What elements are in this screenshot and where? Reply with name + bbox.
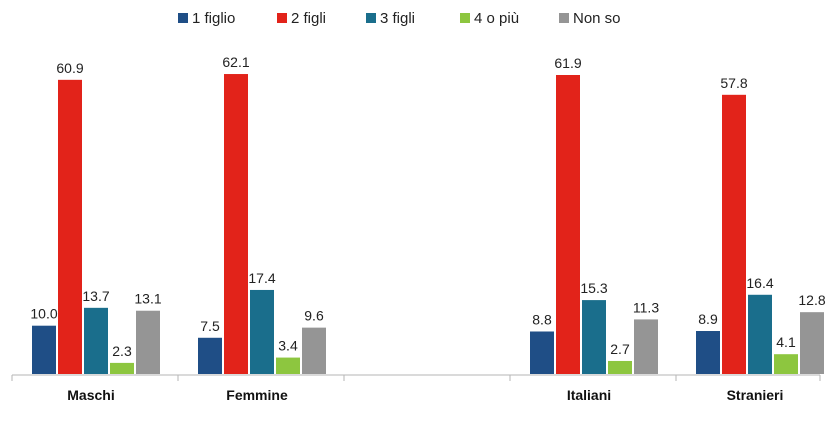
data-label-maschi-3-figli: 13.7 <box>82 288 109 304</box>
bar-maschi-non-so <box>136 310 160 374</box>
data-label-femmine-1-figlio: 7.5 <box>200 318 220 334</box>
legend-swatch-2-figli <box>277 13 287 23</box>
legend-label-1-figlio: 1 figlio <box>192 10 235 27</box>
bar-italiani-1-figlio <box>530 331 554 374</box>
data-label-stranieri-3-figli: 16.4 <box>746 275 773 291</box>
bar-italiani-4-o-pi <box>608 360 632 374</box>
bar-stranieri-2-figli <box>722 94 746 375</box>
legend-swatch-4-o-pi <box>460 13 470 23</box>
data-label-maschi-non-so: 13.1 <box>134 291 161 307</box>
x-tick-label-maschi: Maschi <box>67 387 114 403</box>
bar-italiani-3-figli <box>582 300 606 374</box>
data-labels: 10.0 60.9 13.7 2.3 13.1 7.5 62.1 17.4 3.4 9.6 8.8 6… <box>30 54 825 359</box>
bar-stranieri-non-so <box>800 312 824 374</box>
bar-stranieri-3-figli <box>748 294 772 374</box>
x-tick-label-femmine: Femmine <box>226 387 288 403</box>
data-label-stranieri-non-so: 12.8 <box>798 292 825 308</box>
data-label-stranieri-4-o-pi: 4.1 <box>776 334 796 350</box>
data-label-italiani-3-figli: 15.3 <box>580 280 607 296</box>
legend-label-4-o-pi: 4 o più <box>474 10 519 27</box>
data-label-stranieri-1-figlio: 8.9 <box>698 311 718 327</box>
data-label-italiani-1-figlio: 8.8 <box>532 311 552 327</box>
bar-maschi-2-figli <box>58 79 82 374</box>
bar-italiani-2-figli <box>556 75 580 374</box>
x-tick-label-italiani: Italiani <box>567 387 611 403</box>
bar-maschi-1-figlio <box>32 325 56 374</box>
data-label-italiani-4-o-pi: 2.7 <box>610 341 630 357</box>
bar-femmine-non-so <box>302 327 326 374</box>
legend: 1 figlio 2 figli 3 figli 4 o più Non so <box>178 10 621 27</box>
data-label-stranieri-2-figli: 57.8 <box>720 75 747 91</box>
data-label-italiani-2-figli: 61.9 <box>554 55 581 71</box>
legend-label-3-figli: 3 figli <box>380 10 415 27</box>
bar-maschi-4-o-pi <box>110 362 134 374</box>
bars <box>32 74 824 375</box>
legend-swatch-1-figlio <box>178 13 188 23</box>
legend-swatch-non-so <box>559 13 569 23</box>
bar-maschi-3-figli <box>84 307 108 374</box>
bar-femmine-2-figli <box>224 74 248 374</box>
legend-label-2-figli: 2 figli <box>291 10 326 27</box>
bar-stranieri-4-o-pi <box>774 354 798 374</box>
data-label-femmine-4-o-pi: 3.4 <box>278 338 298 354</box>
bar-stranieri-1-figlio <box>696 331 720 374</box>
data-label-italiani-non-so: 11.3 <box>633 299 659 315</box>
x-tick-label-stranieri: Stranieri <box>727 387 784 403</box>
bar-femmine-3-figli <box>250 289 274 374</box>
data-label-maschi-1-figlio: 10.0 <box>30 306 57 322</box>
x-axis: Maschi Femmine Italiani Stranieri <box>11 374 821 403</box>
data-label-femmine-2-figli: 62.1 <box>222 54 249 70</box>
legend-label-non-so: Non so <box>573 10 621 27</box>
legend-swatch-3-figli <box>366 13 376 23</box>
data-label-femmine-non-so: 9.6 <box>304 308 324 324</box>
data-label-maschi-4-o-pi: 2.3 <box>112 343 132 359</box>
bar-femmine-1-figlio <box>198 337 222 374</box>
data-label-femmine-3-figli: 17.4 <box>248 270 275 286</box>
data-label-maschi-2-figli: 60.9 <box>56 60 83 76</box>
bar-italiani-non-so <box>634 319 658 374</box>
bar-femmine-4-o-pi <box>276 357 300 374</box>
